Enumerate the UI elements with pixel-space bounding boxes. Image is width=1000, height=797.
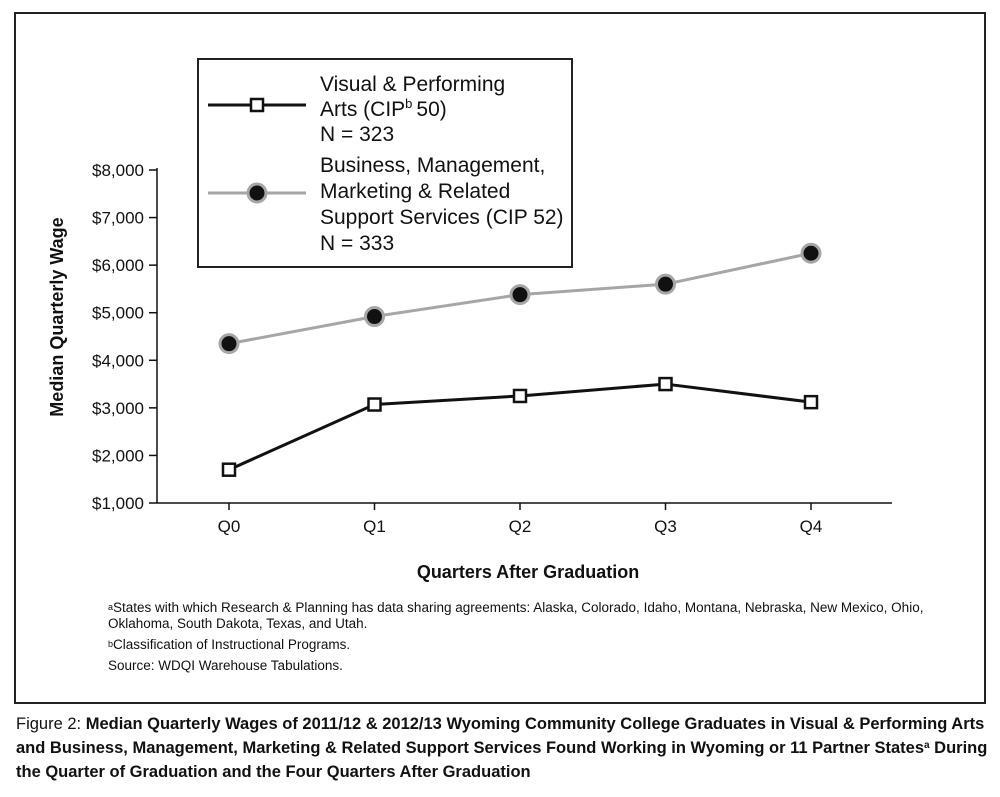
y-tick-label: $7,000 [92,209,144,228]
legend-marker-visual-arts [249,97,265,113]
footnote-a-text: States with which Research & Planning ha… [108,600,924,631]
legend-superscript-b: b [405,96,412,111]
x-tick-label: Q4 [800,517,823,536]
legend-visual-arts-line2a: Arts (CIP [320,98,405,121]
footnote-a-mark: a [108,602,114,612]
data-point-square [221,462,237,477]
legend: Visual & Performing Arts (CIPb 50) N = 32… [197,58,573,268]
source-note: Source: WDQI Warehouse Tabulations. [108,658,343,673]
series-layer [218,242,822,477]
footnote-a: aStates with which Research & Planning h… [108,600,968,632]
legend-box [197,58,573,268]
data-point-square [658,376,673,392]
legend-label-business: Business, Management, Marketing & Relate… [320,154,569,255]
caption-text-end: During the Quarter of Graduation and the… [16,739,988,781]
y-axis: $1,000 $2,000 $3,000 $4,000 $5,000 $6,000 $7,0… [92,161,158,513]
figure-frame [14,12,986,704]
legend-business-line1: Business, Management, [320,154,545,177]
data-point-square [803,394,819,410]
x-axis-title: Quarters After Graduation [417,562,639,582]
data-point-square [512,388,528,404]
data-point-circle [364,306,385,328]
line-chart: $1,000 $2,000 $3,000 $4,000 $5,000 $6,000 $7,0… [47,58,892,582]
legend-visual-arts-line1: Visual & Performing [320,73,505,96]
data-point-circle [218,333,240,355]
data-point-circle [800,242,822,264]
caption-text-main: Median Quarterly Wages of 2011/12 & 2012… [16,715,985,757]
y-tick-label: $1,000 [92,494,144,513]
x-tick-label: Q3 [654,517,677,536]
x-tick-label: Q1 [363,517,386,536]
legend-label-visual-arts: Visual & Performing Arts (CIPb 50) N = 32… [320,73,511,146]
data-point-square [367,397,382,412]
chart-notes: aStates with which Research & Planning h… [108,600,968,679]
legend-business-line3: Support Services (CIP 52) [320,206,564,229]
x-axis: Q0 Q1 Q2 Q3 Q4 [157,502,892,536]
data-point-circle [509,284,531,306]
caption-mark: a [924,740,930,751]
legend-marker-business [246,182,268,204]
legend-visual-arts-n: N = 323 [320,123,394,146]
y-tick-label: $3,000 [92,399,144,418]
x-tick-label: Q2 [509,517,532,536]
y-axis-title: Median Quarterly Wage [47,217,67,416]
caption-text: Median Quarterly Wages of 2011/12 & 2012… [16,715,987,781]
caption-label: Figure 2: [16,715,82,733]
y-tick-label: $6,000 [92,256,144,275]
footnote-b-text: Classification of Instructional Programs… [113,637,351,652]
x-tick-label: Q0 [218,517,241,536]
y-tick-label: $4,000 [92,351,144,370]
data-point-circle [655,273,676,295]
legend-business-line2: Marketing & Related [320,180,510,203]
y-tick-label: $5,000 [92,304,144,323]
legend-business-n: N = 333 [320,232,394,255]
y-tick-label: $2,000 [92,446,144,465]
footnote-b-mark: b [108,639,114,649]
figure-caption: Figure 2: Median Quarterly Wages of 2011… [16,712,991,784]
legend-visual-arts-line2b: 50) [416,98,446,121]
footnote-b: bClassification of Instructional Program… [108,637,968,653]
y-tick-label: $8,000 [92,161,144,180]
